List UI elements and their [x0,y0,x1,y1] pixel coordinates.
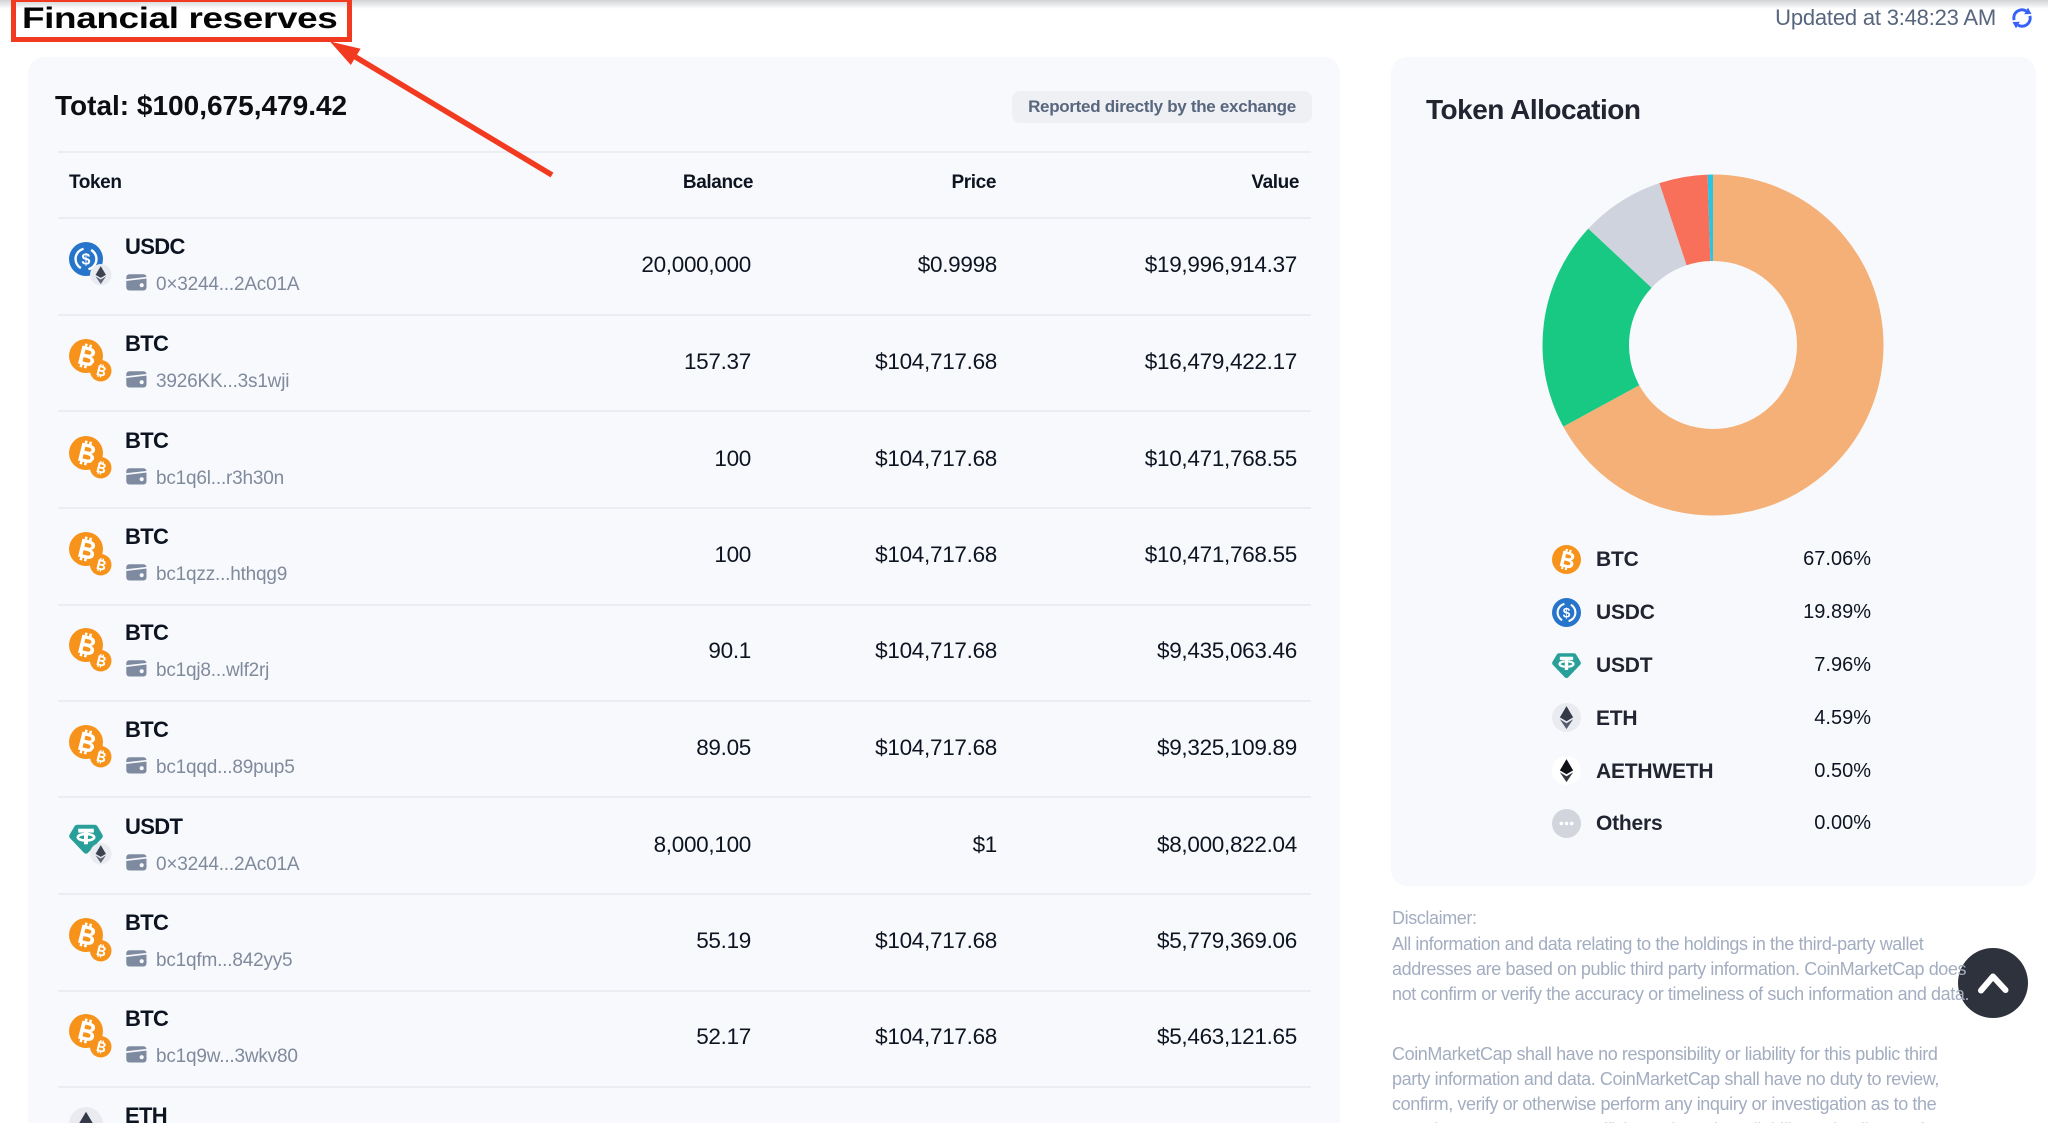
svg-text:$: $ [82,252,91,269]
svg-text:$: $ [1563,605,1571,620]
